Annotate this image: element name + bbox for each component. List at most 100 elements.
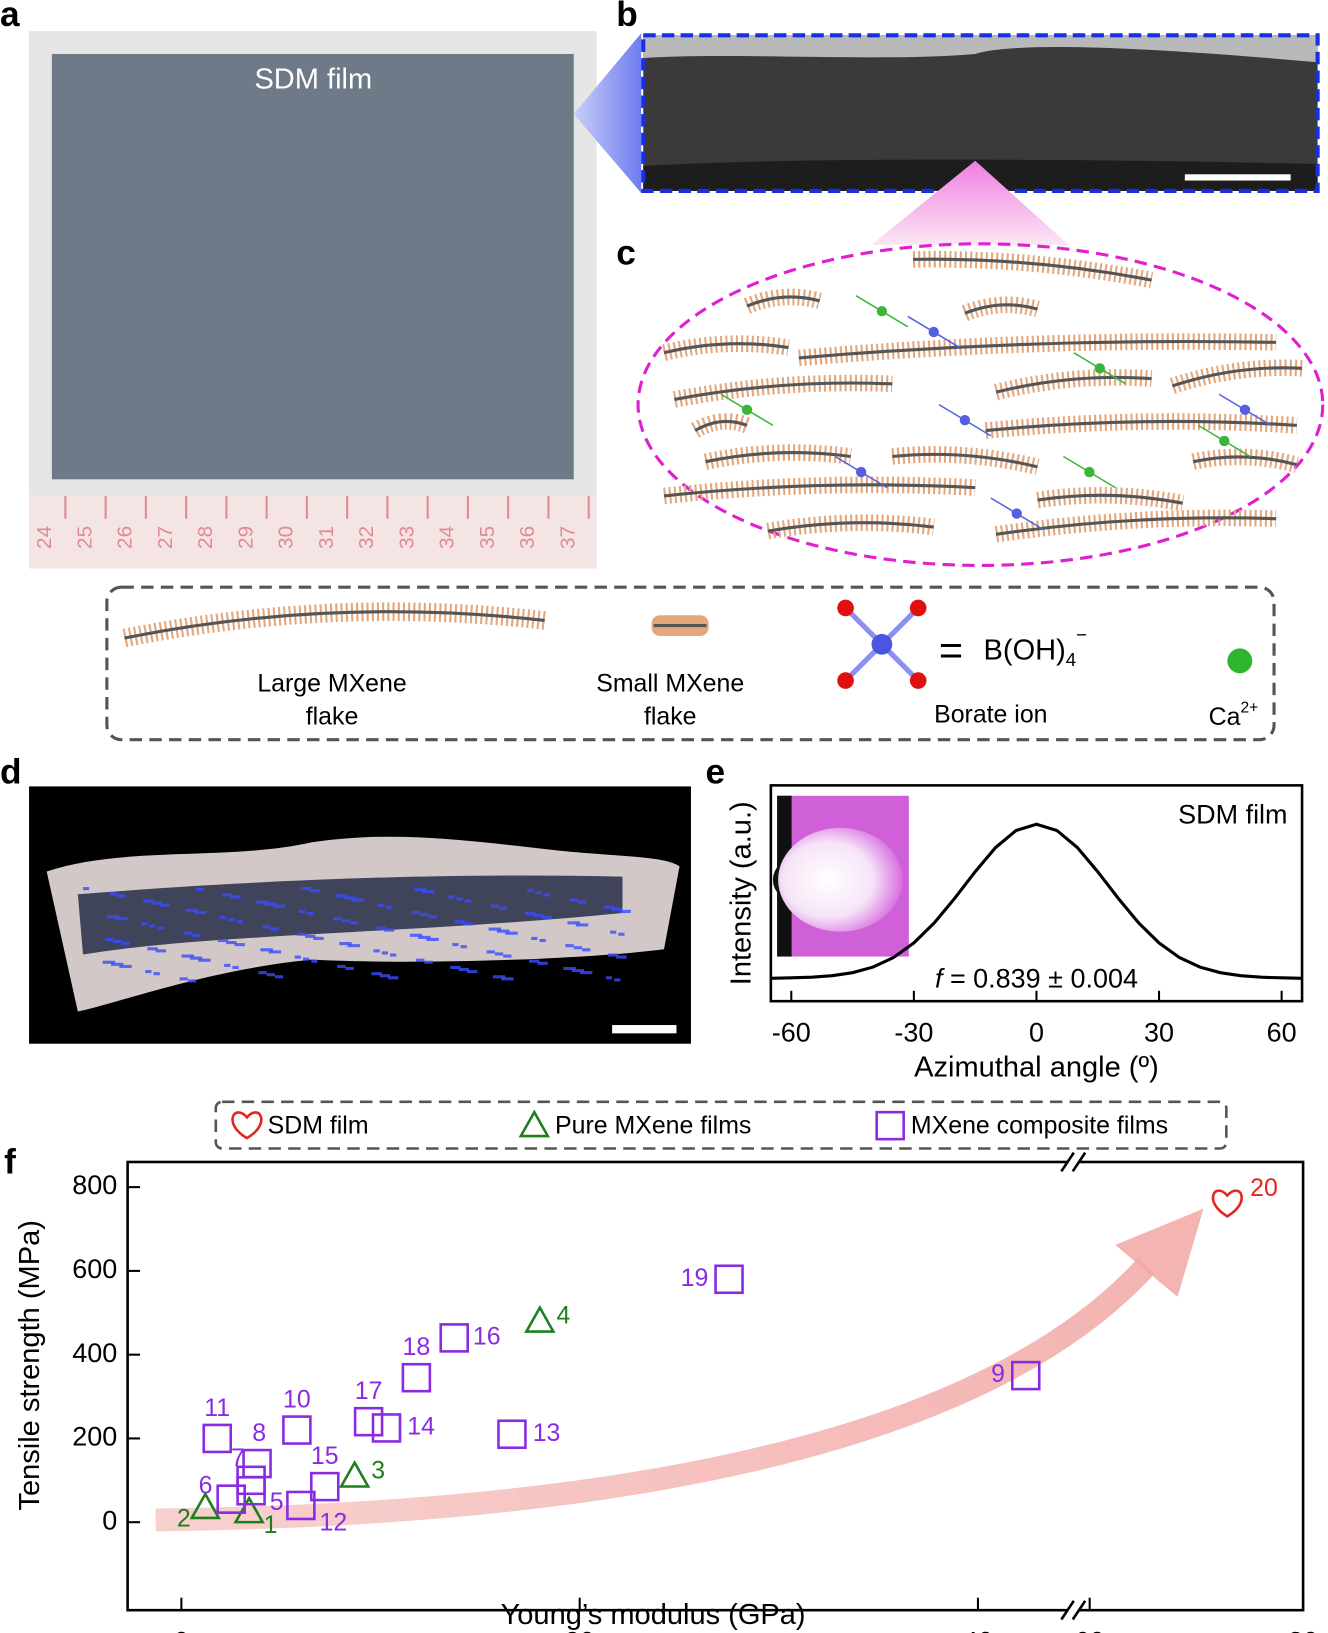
void xyxy=(486,950,495,954)
y-axis-title: Tensile strength (MPa) xyxy=(14,1220,46,1510)
y-tick-label: 400 xyxy=(72,1338,117,1368)
square-marker xyxy=(371,1413,402,1443)
void xyxy=(300,887,312,891)
void xyxy=(571,969,585,973)
void xyxy=(529,959,540,963)
formula-sub: 4 xyxy=(1066,649,1076,670)
void xyxy=(274,975,284,979)
voids xyxy=(83,887,631,983)
void xyxy=(141,922,148,926)
point-label: 1 xyxy=(264,1511,278,1539)
flake-core xyxy=(694,419,748,432)
x-tick-label: 60 xyxy=(1075,1626,1105,1633)
void xyxy=(614,978,621,982)
triangle-marker xyxy=(524,1305,556,1333)
void xyxy=(605,976,613,980)
point-label: 6 xyxy=(199,1471,213,1499)
void xyxy=(296,932,308,936)
void xyxy=(381,951,389,955)
void xyxy=(143,899,154,903)
x-axis-title: Azimuthal angle (º) xyxy=(914,1051,1159,1083)
trend-arrow xyxy=(155,1258,1155,1532)
void xyxy=(503,954,512,958)
square-marker xyxy=(286,1490,316,1521)
flake-core xyxy=(912,257,1152,282)
flake-core xyxy=(663,342,789,355)
void xyxy=(420,912,429,917)
ruler-label: 28 xyxy=(194,526,217,549)
void xyxy=(450,965,461,970)
sample-section xyxy=(77,875,623,955)
void xyxy=(422,890,435,894)
void xyxy=(501,977,514,981)
void xyxy=(258,971,267,975)
void xyxy=(341,919,350,923)
void xyxy=(383,928,395,932)
void xyxy=(302,957,310,961)
linker-node xyxy=(855,466,867,478)
equals: = xyxy=(939,627,963,674)
void xyxy=(339,942,352,946)
void xyxy=(262,925,271,929)
flake-core xyxy=(663,483,976,498)
formula-base: Ca xyxy=(1209,703,1241,731)
void xyxy=(313,936,324,940)
void xyxy=(531,936,538,940)
axis-break xyxy=(1060,1600,1075,1621)
void xyxy=(610,930,617,934)
void xyxy=(494,952,504,956)
void xyxy=(349,921,358,925)
x-tick-label: 0 xyxy=(1029,1017,1044,1047)
x-tick-label: -60 xyxy=(772,1017,811,1047)
panel-label: e xyxy=(705,752,725,791)
void xyxy=(454,920,465,924)
f-symbol: f xyxy=(935,964,945,994)
void xyxy=(219,916,227,920)
void xyxy=(375,926,386,930)
ruler-label: 31 xyxy=(315,526,338,549)
void xyxy=(270,927,280,931)
flake-core xyxy=(746,295,821,308)
trend-arrow-head xyxy=(1115,1208,1204,1297)
flake-core xyxy=(995,375,1152,394)
linker-node xyxy=(1239,404,1251,415)
flake-core xyxy=(1171,366,1303,388)
triangle-marker xyxy=(338,1460,371,1488)
point-label: 15 xyxy=(311,1442,339,1470)
void xyxy=(373,949,380,953)
axis-break-gap xyxy=(1067,1157,1079,1167)
point-label: 3 xyxy=(371,1457,385,1485)
square-marker xyxy=(714,1264,744,1295)
legend-text: Small MXene xyxy=(596,669,744,697)
axis-break xyxy=(1071,1600,1087,1621)
square-marker xyxy=(1010,1360,1041,1391)
square-marker xyxy=(309,1471,340,1502)
void xyxy=(102,960,116,964)
void xyxy=(541,916,552,920)
void xyxy=(115,917,128,921)
void xyxy=(424,960,433,964)
void xyxy=(260,948,273,952)
point-label: 13 xyxy=(533,1419,561,1447)
void xyxy=(418,935,431,939)
ruler-label: 34 xyxy=(436,526,459,549)
flake-core xyxy=(985,419,1297,433)
void xyxy=(428,915,437,919)
caption: SDM film xyxy=(254,64,372,96)
legend-label: MXene composite films xyxy=(911,1111,1168,1139)
flake-core xyxy=(674,381,893,401)
void xyxy=(409,933,423,937)
void xyxy=(181,954,195,958)
triangle-marker xyxy=(233,1495,265,1524)
legend-label: SDM film xyxy=(268,1111,369,1139)
x-tick-label: 60 xyxy=(1267,1017,1297,1047)
formula-base: B(OH) xyxy=(984,634,1066,666)
void xyxy=(266,973,275,977)
legend-box xyxy=(105,585,1276,742)
zoom-wedge xyxy=(573,33,642,193)
heart-marker xyxy=(231,1111,263,1140)
void xyxy=(307,911,314,916)
axis-break xyxy=(1060,1151,1075,1173)
void xyxy=(147,947,158,951)
